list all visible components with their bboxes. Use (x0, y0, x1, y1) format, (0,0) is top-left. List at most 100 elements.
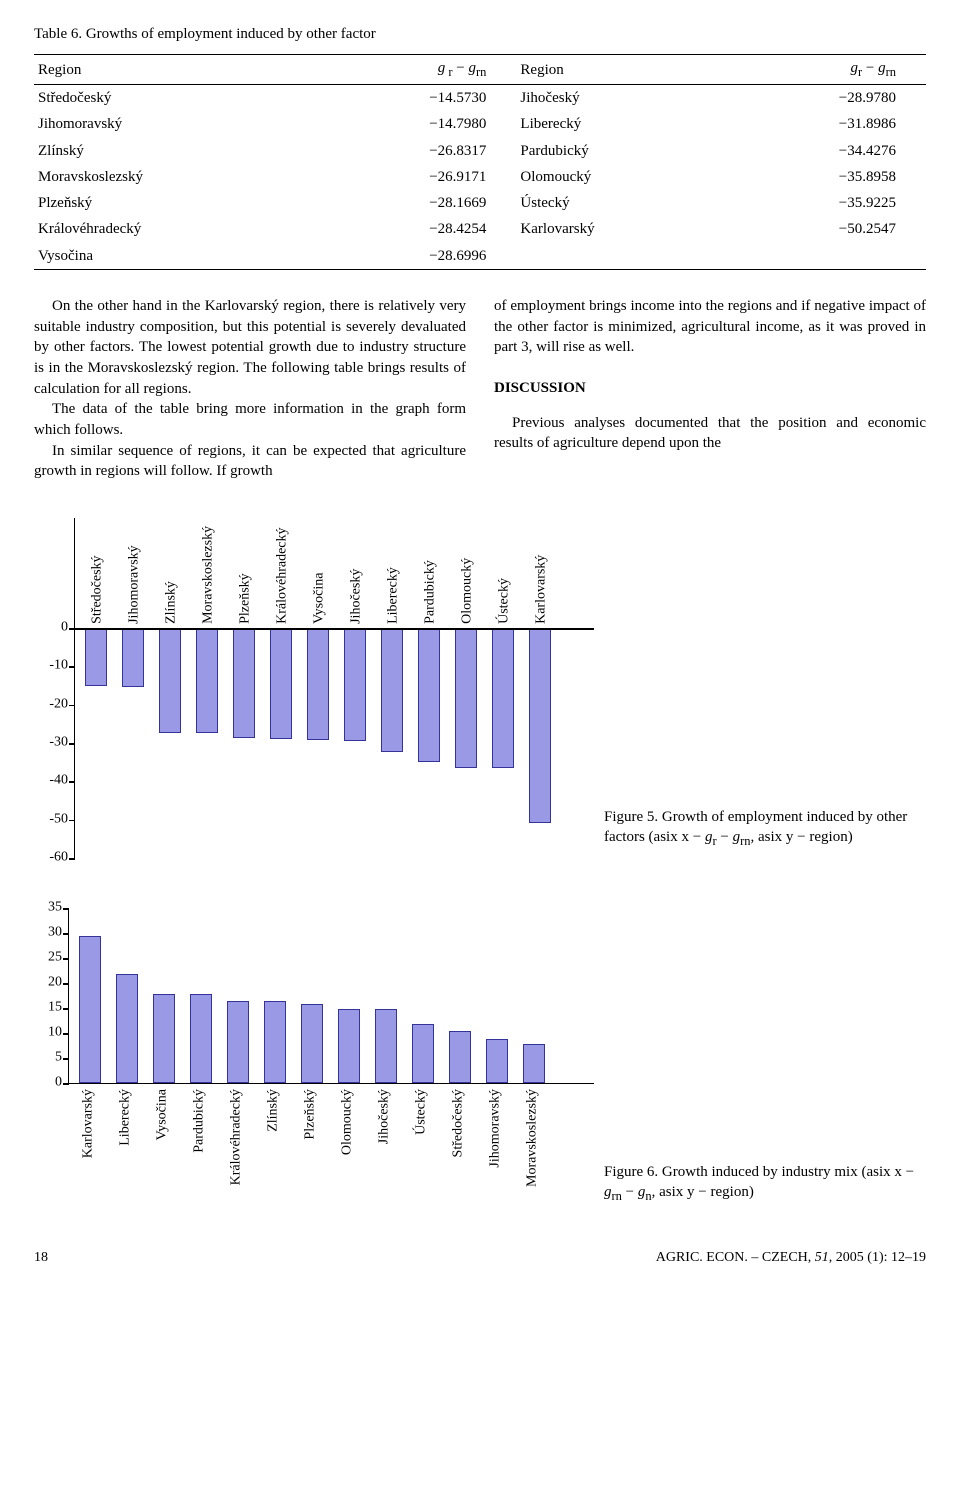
y-tick-label: 5 (55, 1049, 62, 1068)
bar (85, 628, 107, 686)
bar-label: Zlínský (265, 1089, 284, 1132)
cell-region: Vysočina (34, 243, 301, 270)
table-row: Královéhradecký−28.4254Karlovarský−50.25… (34, 216, 926, 242)
cell-region: Moravskoslezský (34, 164, 301, 190)
figure-5-chart: 0-10-20-30-40-50-60 StředočeskýJihomorav… (34, 518, 594, 858)
bar-label: Královéhradecký (228, 1089, 247, 1185)
cell-region: Karlovarský (516, 216, 710, 242)
cell-value: −26.9171 (301, 164, 516, 190)
figure-6-chart: 05101520253035 (34, 908, 594, 1083)
figure-6-caption: Figure 6. Growth induced by industry mix… (594, 1162, 926, 1213)
para-2b: Previous analyses documented that the po… (494, 413, 926, 454)
bar (79, 936, 101, 1083)
journal-ref: AGRIC. ECON. – CZECH, 51, 2005 (1): 12–1… (656, 1249, 926, 1268)
table-title: Table 6. Growths of employment induced b… (34, 24, 926, 44)
bar-label: Olomoucký (339, 1089, 358, 1155)
cell-region: Jihočeský (516, 85, 710, 112)
bar-label: Jihočeský (376, 1089, 395, 1144)
y-tick-label: -40 (49, 772, 68, 791)
table-row: Vysočina−28.6996 (34, 243, 926, 270)
cell-value: −28.9780 (711, 85, 927, 112)
bar (270, 628, 292, 739)
bar (338, 1009, 360, 1084)
bar-label: Karlovarský (532, 555, 551, 624)
y-tick-label: 30 (48, 924, 62, 943)
bar (233, 628, 255, 738)
discussion-heading: DISCUSSION (494, 378, 926, 399)
y-tick-label: 15 (48, 999, 62, 1018)
bar (190, 994, 212, 1084)
cell-value: −31.8986 (711, 111, 927, 137)
cell-value: −50.2547 (711, 216, 927, 242)
bar-label: Liberecký (117, 1089, 136, 1146)
table-row: Moravskoslezský−26.9171Olomoucký−35.8958 (34, 164, 926, 190)
cell-value (711, 243, 927, 270)
y-tick-label: 0 (61, 619, 68, 638)
table-row: Středočeský−14.5730Jihočeský−28.9780 (34, 85, 926, 112)
cell-region (516, 243, 710, 270)
cell-region: Liberecký (516, 111, 710, 137)
bar-label: Moravskoslezský (524, 1089, 543, 1187)
bar (196, 628, 218, 733)
figure-5-caption: Figure 5. Growth of employment induced b… (594, 807, 926, 858)
bar (301, 1004, 323, 1084)
para-1b: The data of the table bring more informa… (34, 399, 466, 440)
bar (307, 628, 329, 740)
table-row: Jihomoravský−14.7980Liberecký−31.8986 (34, 111, 926, 137)
cell-value: −28.6996 (301, 243, 516, 270)
bar-label: Plzeňský (236, 574, 255, 625)
cell-region: Ústecký (516, 190, 710, 216)
y-tick-label: -50 (49, 810, 68, 829)
th-region-right: Region (516, 55, 710, 85)
y-tick-label: 25 (48, 949, 62, 968)
bar-label: Pardubický (191, 1089, 210, 1153)
y-tick-label: -10 (49, 657, 68, 676)
y-tick-label: 10 (48, 1024, 62, 1043)
bar (492, 628, 514, 768)
bar (116, 974, 138, 1084)
cell-region: Olomoucký (516, 164, 710, 190)
bar-label: Královéhradecký (273, 528, 292, 624)
cell-region: Pardubický (516, 138, 710, 164)
cell-value: −14.7980 (301, 111, 516, 137)
table-6: Region g r − grn Region gr − grn Středoč… (34, 54, 926, 270)
para-1c: In similar sequence of regions, it can b… (34, 441, 466, 482)
page-number: 18 (34, 1249, 48, 1268)
bar (486, 1039, 508, 1084)
bar-label: Plzeňský (302, 1089, 321, 1140)
para-1a: On the other hand in the Karlovarský reg… (34, 296, 466, 399)
bar (159, 628, 181, 733)
bar-label: Ústecký (413, 1089, 432, 1135)
cell-value: −28.4254 (301, 216, 516, 242)
bar (227, 1001, 249, 1083)
bar-label: Jihomoravský (487, 1089, 506, 1168)
y-tick-label: -20 (49, 695, 68, 714)
bar-label: Liberecký (384, 567, 403, 624)
bar (529, 628, 551, 823)
y-tick-label: -30 (49, 734, 68, 753)
table-row: Plzeňský−28.1669Ústecký−35.9225 (34, 190, 926, 216)
y-tick-label: 20 (48, 974, 62, 993)
bar (153, 994, 175, 1084)
bar (418, 628, 440, 762)
bar (264, 1001, 286, 1083)
bar (381, 628, 403, 752)
y-tick-label: 35 (48, 899, 62, 918)
cell-region: Zlínský (34, 138, 301, 164)
bar-label: Vysočina (154, 1089, 173, 1140)
bar (375, 1009, 397, 1084)
bar (122, 628, 144, 687)
cell-value: −28.1669 (301, 190, 516, 216)
bar-label: Karlovarský (80, 1089, 99, 1158)
bar (412, 1024, 434, 1084)
y-tick-label: -60 (49, 849, 68, 868)
bar-label: Pardubický (421, 560, 440, 624)
cell-value: −35.9225 (711, 190, 927, 216)
cell-region: Královéhradecký (34, 216, 301, 242)
bar-label: Vysočina (310, 573, 329, 624)
bar (449, 1031, 471, 1083)
bar (344, 628, 366, 741)
cell-region: Plzeňský (34, 190, 301, 216)
cell-value: −34.4276 (711, 138, 927, 164)
cell-value: −26.8317 (301, 138, 516, 164)
